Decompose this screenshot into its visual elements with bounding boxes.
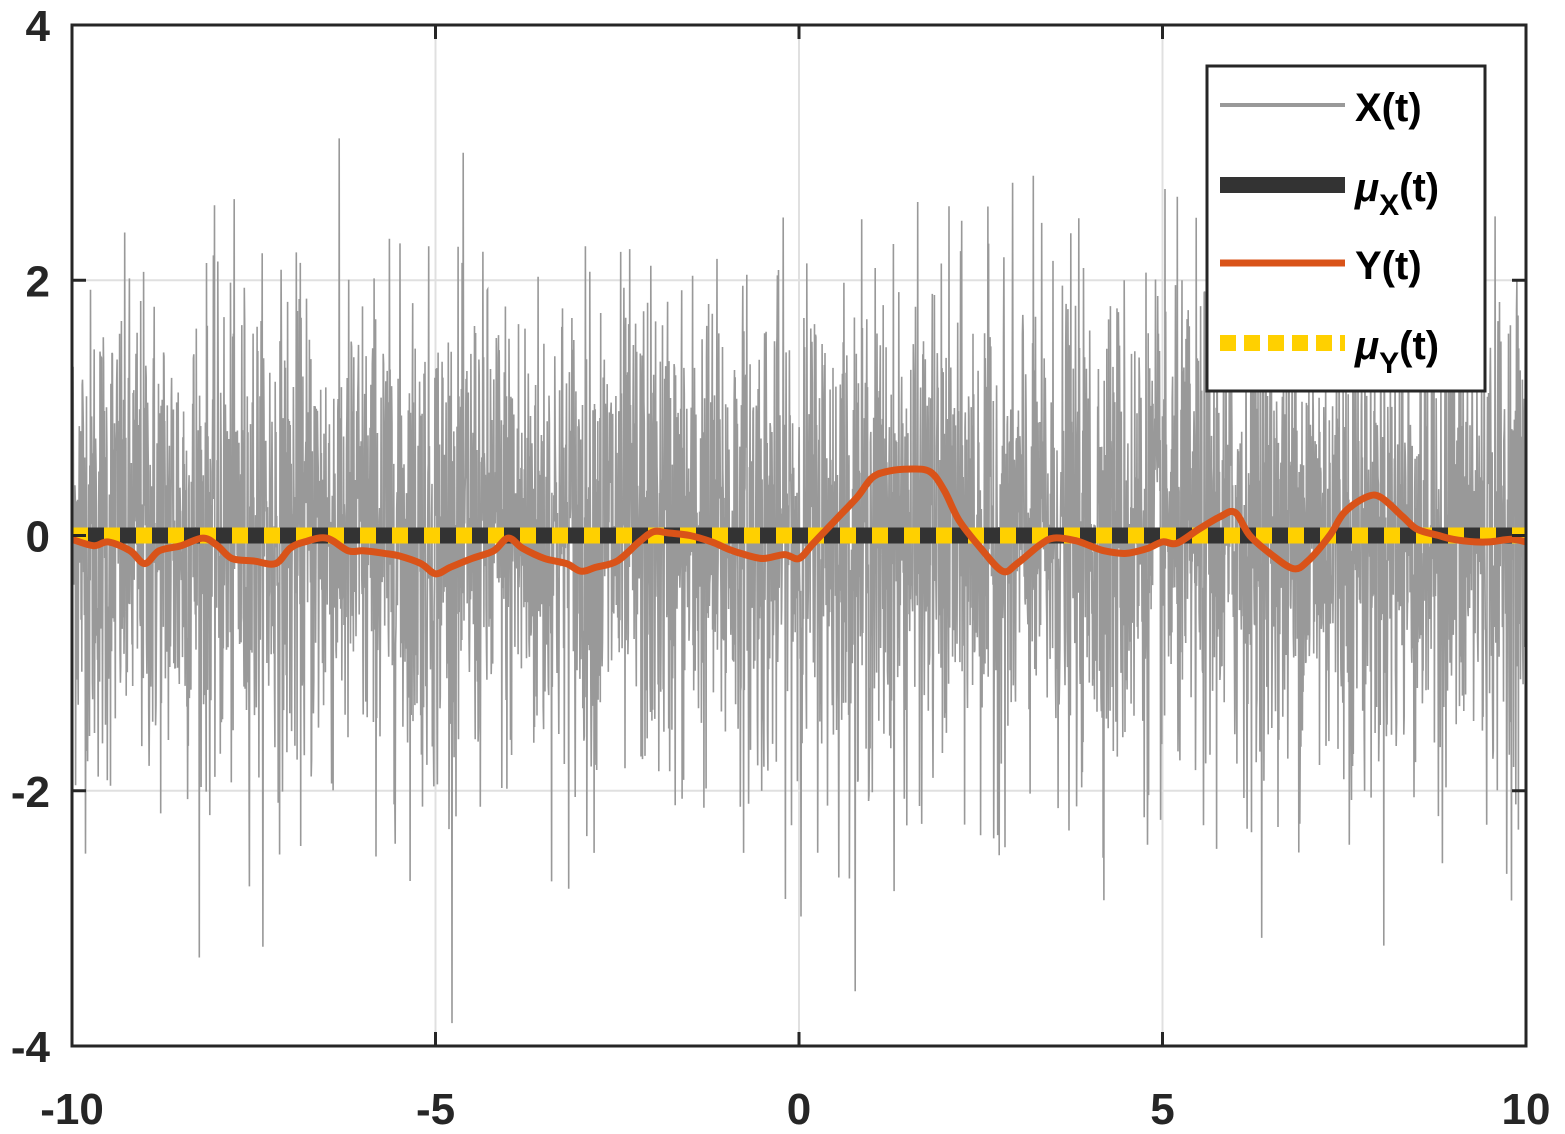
x-tick-label-4: 10 <box>1502 1085 1551 1134</box>
legend-label-x: X(t) <box>1355 86 1422 130</box>
y-tick-label-4: 4 <box>26 2 51 51</box>
y-tick-label-2: 0 <box>26 513 50 562</box>
x-tick-labels: -10 -5 0 5 10 <box>40 1085 1550 1134</box>
legend-box <box>1205 64 1487 393</box>
legend-label-mu-x: μX(t) <box>1354 166 1439 222</box>
series-x-line <box>71 138 1527 1024</box>
x-tick-label-2: 0 <box>787 1085 811 1134</box>
y-tick-label-0: -4 <box>11 1023 51 1072</box>
y-tick-label-1: -2 <box>11 768 50 817</box>
y-tick-label-3: 2 <box>26 257 50 306</box>
x-tick-label-0: -10 <box>40 1085 104 1134</box>
legend: X(t) μX(t) Y(t) μY(t) <box>1205 64 1487 393</box>
axis-ticks <box>70 23 1528 1048</box>
legend-label-y: Y(t) <box>1355 244 1422 288</box>
series-x <box>71 138 1527 1024</box>
x-tick-label-1: -5 <box>416 1085 455 1134</box>
legend-label-mu-y-sub: Y <box>1379 347 1399 380</box>
legend-label-mu-x-tail: (t) <box>1399 166 1439 210</box>
legend-label-mu-y-tail: (t) <box>1399 324 1439 368</box>
legend-label-mu-y: μY(t) <box>1354 324 1439 380</box>
y-tick-labels: -4 -2 0 2 4 <box>11 2 51 1072</box>
series-y <box>70 465 1527 578</box>
legend-label-mu-y-main: μ <box>1354 324 1379 368</box>
x-tick-label-3: 5 <box>1150 1085 1174 1134</box>
legend-label-mu-x-sub: X <box>1379 189 1399 222</box>
series-y-line <box>70 465 1527 578</box>
legend-label-mu-x-main: μ <box>1354 166 1379 210</box>
